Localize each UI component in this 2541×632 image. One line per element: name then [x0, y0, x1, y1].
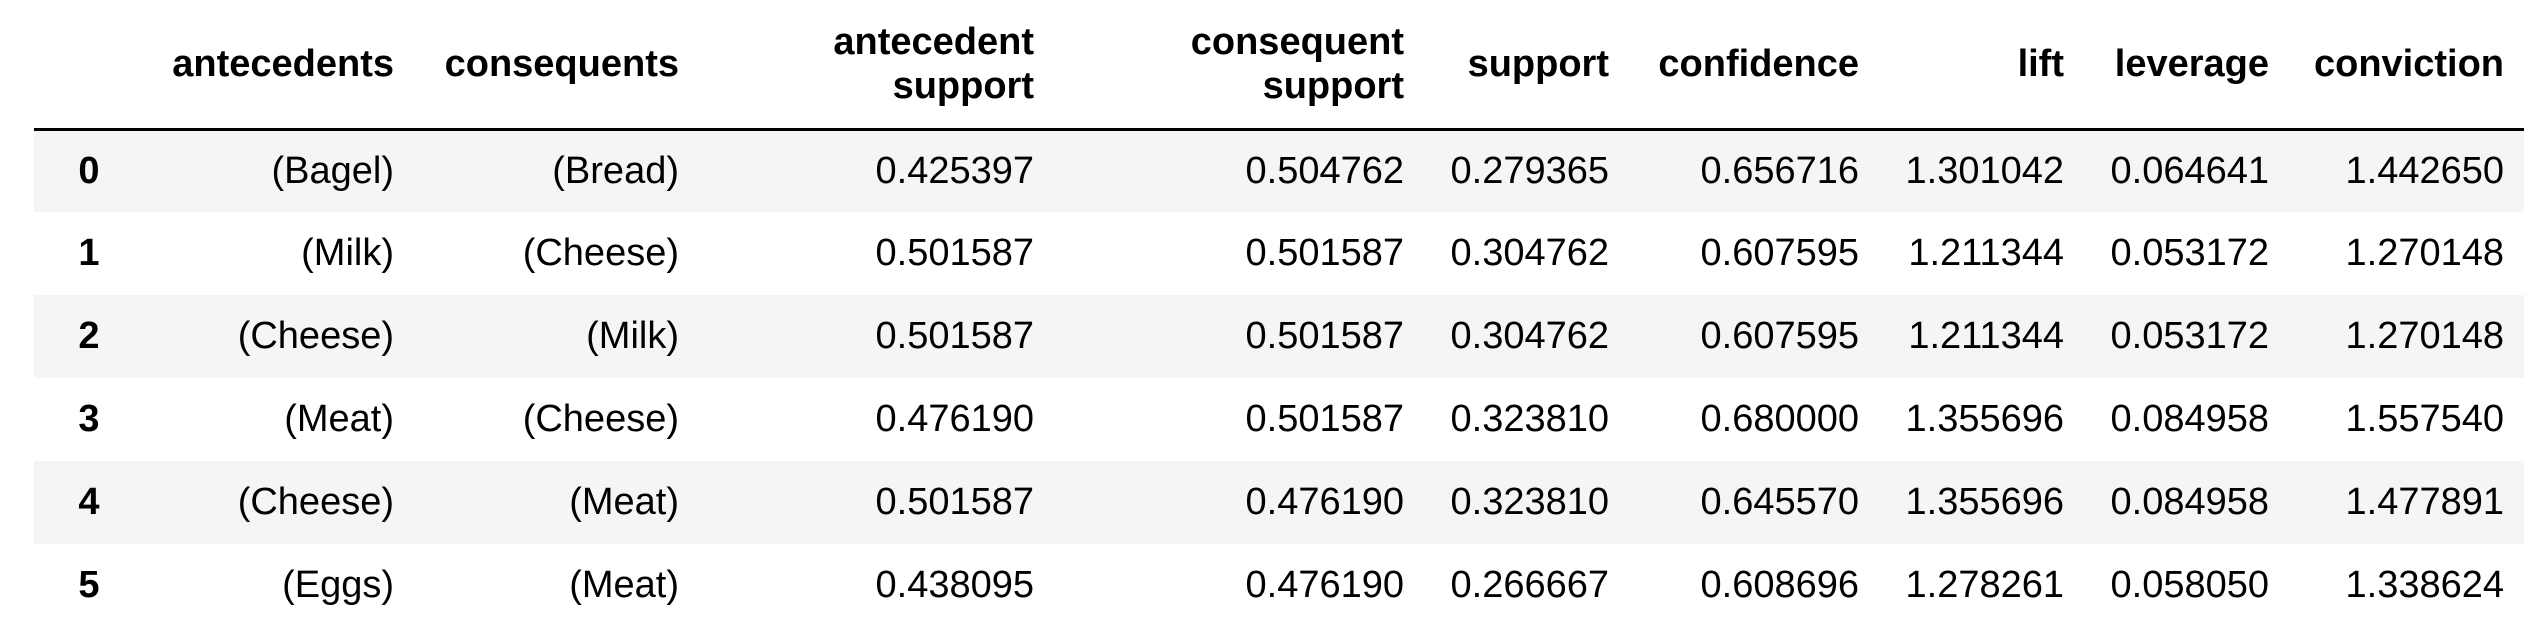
cell-antecedent-support: 0.425397 [875, 149, 1035, 192]
row-index: 4 [78, 481, 100, 523]
cell-antecedent-support: 0.501587 [875, 315, 1035, 357]
cell-support: 0.304762 [1450, 315, 1610, 357]
table-row: 3 (Meat) (Cheese) 0.476190 0.501587 0.32… [34, 378, 2524, 461]
cell-antecedent-support: 0.501587 [875, 481, 1035, 523]
cell-confidence: 0.607595 [1700, 315, 1860, 357]
table-row: 1 (Milk) (Cheese) 0.501587 0.501587 0.30… [34, 212, 2524, 295]
cell-leverage: 0.084958 [2110, 481, 2270, 523]
cell-lift: 1.301042 [1905, 149, 2065, 192]
cell-antecedents: (Cheese) [237, 315, 394, 357]
cell-leverage: 0.058050 [2110, 564, 2270, 606]
cell-consequents: (Milk) [586, 315, 679, 357]
cell-leverage: 0.053172 [2110, 315, 2270, 357]
cell-conviction: 1.557540 [2345, 398, 2505, 440]
cell-support: 0.266667 [1450, 564, 1610, 606]
header-antecedent-support: antecedent support [833, 20, 1034, 107]
association-rules-table: antecedents consequents antecedent suppor… [34, 0, 2524, 627]
cell-confidence: 0.607595 [1700, 232, 1860, 274]
table-header: antecedents consequents antecedent suppor… [34, 0, 2524, 129]
cell-conviction: 1.270148 [2345, 232, 2505, 274]
table-row: 4 (Cheese) (Meat) 0.501587 0.476190 0.32… [34, 461, 2524, 544]
cell-support: 0.323810 [1450, 398, 1610, 440]
cell-consequent-support: 0.501587 [1245, 398, 1405, 440]
cell-conviction: 1.442650 [2345, 149, 2505, 192]
table-row: 2 (Cheese) (Milk) 0.501587 0.501587 0.30… [34, 295, 2524, 378]
cell-lift: 1.278261 [1905, 564, 2065, 606]
cell-leverage: 0.053172 [2110, 232, 2270, 274]
header-index [34, 0, 144, 129]
table-row: 5 (Eggs) (Meat) 0.438095 0.476190 0.2666… [34, 544, 2524, 627]
cell-lift: 1.355696 [1905, 398, 2065, 440]
cell-antecedent-support: 0.476190 [875, 398, 1035, 440]
header-conviction: conviction [2313, 42, 2504, 85]
cell-consequent-support: 0.504762 [1245, 149, 1405, 192]
header-row: antecedents consequents antecedent suppor… [34, 0, 2524, 129]
header-consequents: consequents [444, 42, 679, 85]
cell-confidence: 0.608696 [1700, 564, 1860, 606]
cell-consequents: (Meat) [569, 481, 679, 523]
cell-conviction: 1.338624 [2345, 564, 2505, 606]
cell-antecedents: (Milk) [301, 232, 394, 274]
row-index: 0 [78, 149, 100, 192]
row-index: 1 [78, 232, 100, 274]
cell-support: 0.279365 [1450, 149, 1610, 192]
cell-confidence: 0.656716 [1700, 149, 1860, 192]
header-leverage: leverage [2114, 42, 2269, 85]
table-row: 0 (Bagel) (Bread) 0.425397 0.504762 0.27… [34, 129, 2524, 212]
cell-antecedents: (Bagel) [271, 149, 395, 192]
header-lift: lift [2017, 42, 2064, 85]
cell-consequents: (Cheese) [522, 232, 679, 274]
row-index: 2 [78, 315, 100, 357]
cell-consequent-support: 0.501587 [1245, 315, 1405, 357]
cell-lift: 1.355696 [1905, 481, 2065, 523]
cell-consequent-support: 0.476190 [1245, 481, 1405, 523]
header-consequent-support: consequent support [1190, 20, 1404, 107]
header-support: support [1467, 42, 1609, 85]
cell-support: 0.323810 [1450, 481, 1610, 523]
cell-conviction: 1.270148 [2345, 315, 2505, 357]
cell-consequent-support: 0.501587 [1245, 232, 1405, 274]
cell-antecedents: (Meat) [284, 398, 394, 440]
row-index: 3 [78, 398, 100, 440]
cell-confidence: 0.645570 [1700, 481, 1860, 523]
cell-consequent-support: 0.476190 [1245, 564, 1405, 606]
cell-leverage: 0.064641 [2110, 149, 2270, 192]
table-body: 0 (Bagel) (Bread) 0.425397 0.504762 0.27… [34, 129, 2524, 627]
cell-consequents: (Meat) [569, 564, 679, 606]
cell-lift: 1.211344 [1908, 315, 2064, 357]
cell-antecedents: (Eggs) [282, 564, 394, 606]
cell-conviction: 1.477891 [2345, 481, 2505, 523]
dataframe-output: antecedents consequents antecedent suppor… [34, 0, 2524, 627]
header-antecedents: antecedents [172, 42, 394, 85]
row-index: 5 [78, 564, 100, 606]
cell-leverage: 0.084958 [2110, 398, 2270, 440]
cell-antecedents: (Cheese) [237, 481, 394, 523]
cell-antecedent-support: 0.438095 [875, 564, 1035, 606]
cell-antecedent-support: 0.501587 [875, 232, 1035, 274]
cell-consequents: (Bread) [552, 149, 679, 192]
cell-support: 0.304762 [1450, 232, 1610, 274]
cell-confidence: 0.680000 [1700, 398, 1860, 440]
cell-lift: 1.211344 [1908, 232, 2064, 274]
cell-consequents: (Cheese) [522, 398, 679, 440]
header-confidence: confidence [1658, 42, 1859, 85]
